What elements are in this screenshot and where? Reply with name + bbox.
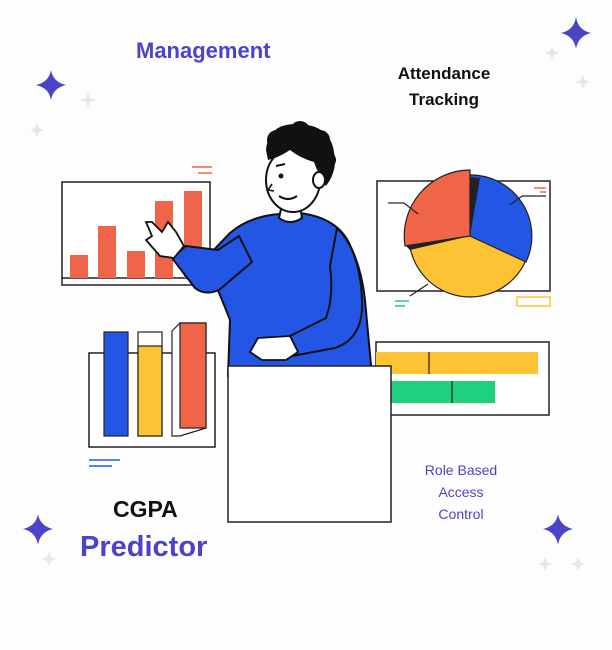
attendance-line-2: Tracking	[409, 90, 479, 109]
pie-chart-icon	[376, 169, 551, 307]
person-illustration	[144, 121, 374, 377]
role-based-access-label: Role Based Access Control	[408, 459, 514, 525]
vertical-bars-icon	[88, 322, 216, 467]
attendance-tracking-label: Attendance Tracking	[380, 61, 508, 113]
role-line-2: Access	[438, 484, 484, 500]
blank-board-icon	[227, 365, 392, 523]
cgpa-label: CGPA	[113, 496, 178, 522]
role-line-3: Control	[438, 506, 484, 522]
faint-sparkles	[30, 46, 590, 571]
role-line-1: Role Based	[424, 462, 498, 478]
horizontal-bar-icon	[375, 341, 550, 416]
sparkle-icon	[23, 514, 53, 545]
attendance-line-1: Attendance	[397, 64, 491, 83]
sparkle-icons	[23, 17, 591, 545]
predictor-label: Predictor	[80, 531, 208, 563]
sparkle-icon	[543, 514, 573, 545]
sparkle-icon	[561, 17, 591, 49]
management-label: Management	[136, 38, 271, 63]
sparkle-icon	[36, 70, 66, 100]
